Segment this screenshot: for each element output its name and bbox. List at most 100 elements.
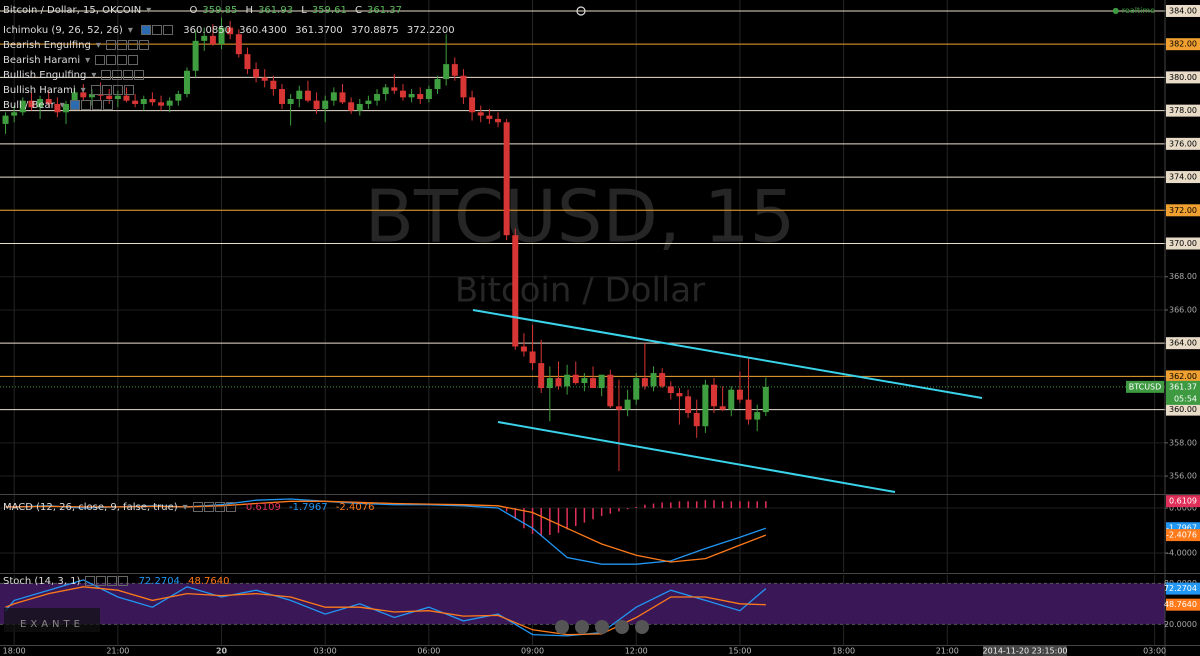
candle-body	[719, 406, 726, 410]
price-tag-value: 361.37	[1169, 382, 1197, 391]
indicator-name[interactable]: Bullish Harami	[3, 85, 76, 96]
indicator-name[interactable]: Stoch (14, 3, 1)	[3, 576, 81, 587]
candle-body	[54, 103, 61, 113]
price-tag-symbol-box	[1126, 380, 1164, 393]
histogram-bar	[747, 501, 750, 509]
ohlc-value: 361.37	[367, 5, 402, 16]
tool-icon[interactable]	[575, 620, 589, 634]
candle-body	[598, 374, 605, 389]
candle-body	[736, 389, 743, 400]
x-tick-label: 15:00	[728, 647, 751, 656]
candle-body	[322, 100, 329, 109]
candle-body	[460, 75, 467, 98]
candle-body	[132, 100, 139, 104]
ohlc-value: 361.93	[258, 5, 294, 16]
indicator-name[interactable]: Ichimoku (9, 26, 52, 26)	[3, 25, 123, 36]
y-tick-label: 376.00	[1169, 139, 1197, 148]
anchor-handle[interactable]	[576, 6, 586, 16]
grid	[0, 0, 1165, 645]
tool-icon[interactable]	[615, 620, 629, 634]
histogram-bar	[523, 508, 525, 529]
histogram-bar	[687, 501, 689, 509]
candle-body	[451, 64, 458, 76]
tick-label-box	[1166, 337, 1200, 350]
candle-body	[495, 118, 502, 123]
y-tick-label: -4.0000	[1166, 549, 1197, 558]
candle-body	[149, 98, 156, 103]
price-tag-symbol: BTCUSD	[1129, 382, 1162, 391]
candle-body	[175, 94, 182, 101]
y-tick-label: 20.0000	[1164, 620, 1197, 629]
trend-line[interactable]	[472, 309, 983, 399]
candle-body	[555, 378, 562, 387]
candle-body	[512, 235, 519, 347]
y-tick-label: 368.00	[1169, 272, 1197, 281]
tool-icon[interactable]	[635, 620, 649, 634]
indicator-name[interactable]: Bearish Harami	[3, 55, 81, 66]
candle-body	[520, 346, 527, 352]
candle-body	[633, 378, 640, 400]
histogram-bar	[575, 508, 577, 527]
value-tag: -2.4076	[1166, 531, 1197, 540]
candle-body	[287, 98, 294, 104]
y-tick-label: 378.00	[1169, 106, 1197, 115]
cursor-label-box	[983, 646, 1068, 656]
candle-body	[685, 396, 692, 413]
candle-body	[330, 92, 337, 101]
ohlc-label: O	[189, 5, 198, 16]
candle-body	[19, 100, 26, 113]
value-tag-box	[1166, 529, 1200, 542]
candle-body	[581, 378, 588, 384]
candle-body	[123, 95, 130, 101]
candle-body	[227, 27, 234, 35]
candle-body	[270, 80, 277, 90]
y-tick-label: 356.00	[1169, 472, 1197, 481]
indicator-name[interactable]: Bearish Engulfing	[3, 40, 91, 51]
indicator-value: -2.4076	[335, 502, 375, 513]
candle-body	[140, 98, 147, 104]
histogram-bar	[583, 508, 586, 523]
candle-body	[503, 122, 510, 236]
tool-icon[interactable]	[555, 620, 569, 634]
tick-label-box	[1166, 204, 1200, 217]
candle-body	[304, 90, 311, 101]
y-tick-label: 382.00	[1169, 40, 1197, 49]
histogram-bar	[652, 503, 655, 509]
dropdown-icon[interactable]: ▾	[146, 5, 152, 16]
x-tick-label: 21:00	[936, 647, 959, 656]
histogram-bar	[557, 508, 560, 533]
indicator-line	[5, 586, 766, 636]
candle-body	[710, 384, 717, 407]
candle-body	[702, 384, 709, 427]
ohlc-label: H	[245, 5, 254, 16]
histogram-bar	[514, 508, 517, 520]
y-tick-label: 362.00	[1169, 372, 1197, 381]
tick-label-box	[1166, 171, 1200, 184]
symbol[interactable]: Bitcoin / Dollar, 15, OKCOIN	[3, 5, 142, 16]
candle-body	[417, 94, 424, 99]
indicator-name[interactable]: Bullish Engulfing	[3, 70, 87, 81]
y-tick-label: 384.00	[1169, 6, 1197, 15]
candle-body	[106, 95, 113, 99]
ohlc-value: 359.85	[202, 5, 238, 16]
histogram-bar	[678, 501, 681, 509]
cursor-label: 2014-11-20 23:15:00	[983, 647, 1068, 656]
indicator-name[interactable]: Bull / Bear	[3, 100, 55, 111]
candle-body	[443, 64, 450, 80]
candle-body	[676, 393, 683, 397]
histogram-bar	[609, 508, 612, 514]
histogram-bar	[566, 508, 568, 530]
indicator-name[interactable]: MACD (12, 26, close, 9, false, true)	[3, 502, 178, 513]
candle-body	[244, 54, 251, 70]
candle-body	[63, 103, 70, 113]
indicator-row: Bearish Engulfing ▾	[3, 39, 150, 53]
candle-body	[434, 79, 441, 90]
tool-icon[interactable]	[595, 620, 609, 634]
trend-line[interactable]	[497, 421, 896, 493]
indicator-row: Ichimoku (9, 26, 52, 26) ▾ 360.0850 360.4…	[3, 25, 455, 36]
candle-body	[235, 34, 242, 55]
y-tick-label: 358.00	[1169, 438, 1197, 447]
histogram-bar	[540, 508, 542, 537]
indicator-row: Bullish Engulfing ▾	[3, 69, 145, 83]
tick-label-box	[1166, 370, 1200, 383]
